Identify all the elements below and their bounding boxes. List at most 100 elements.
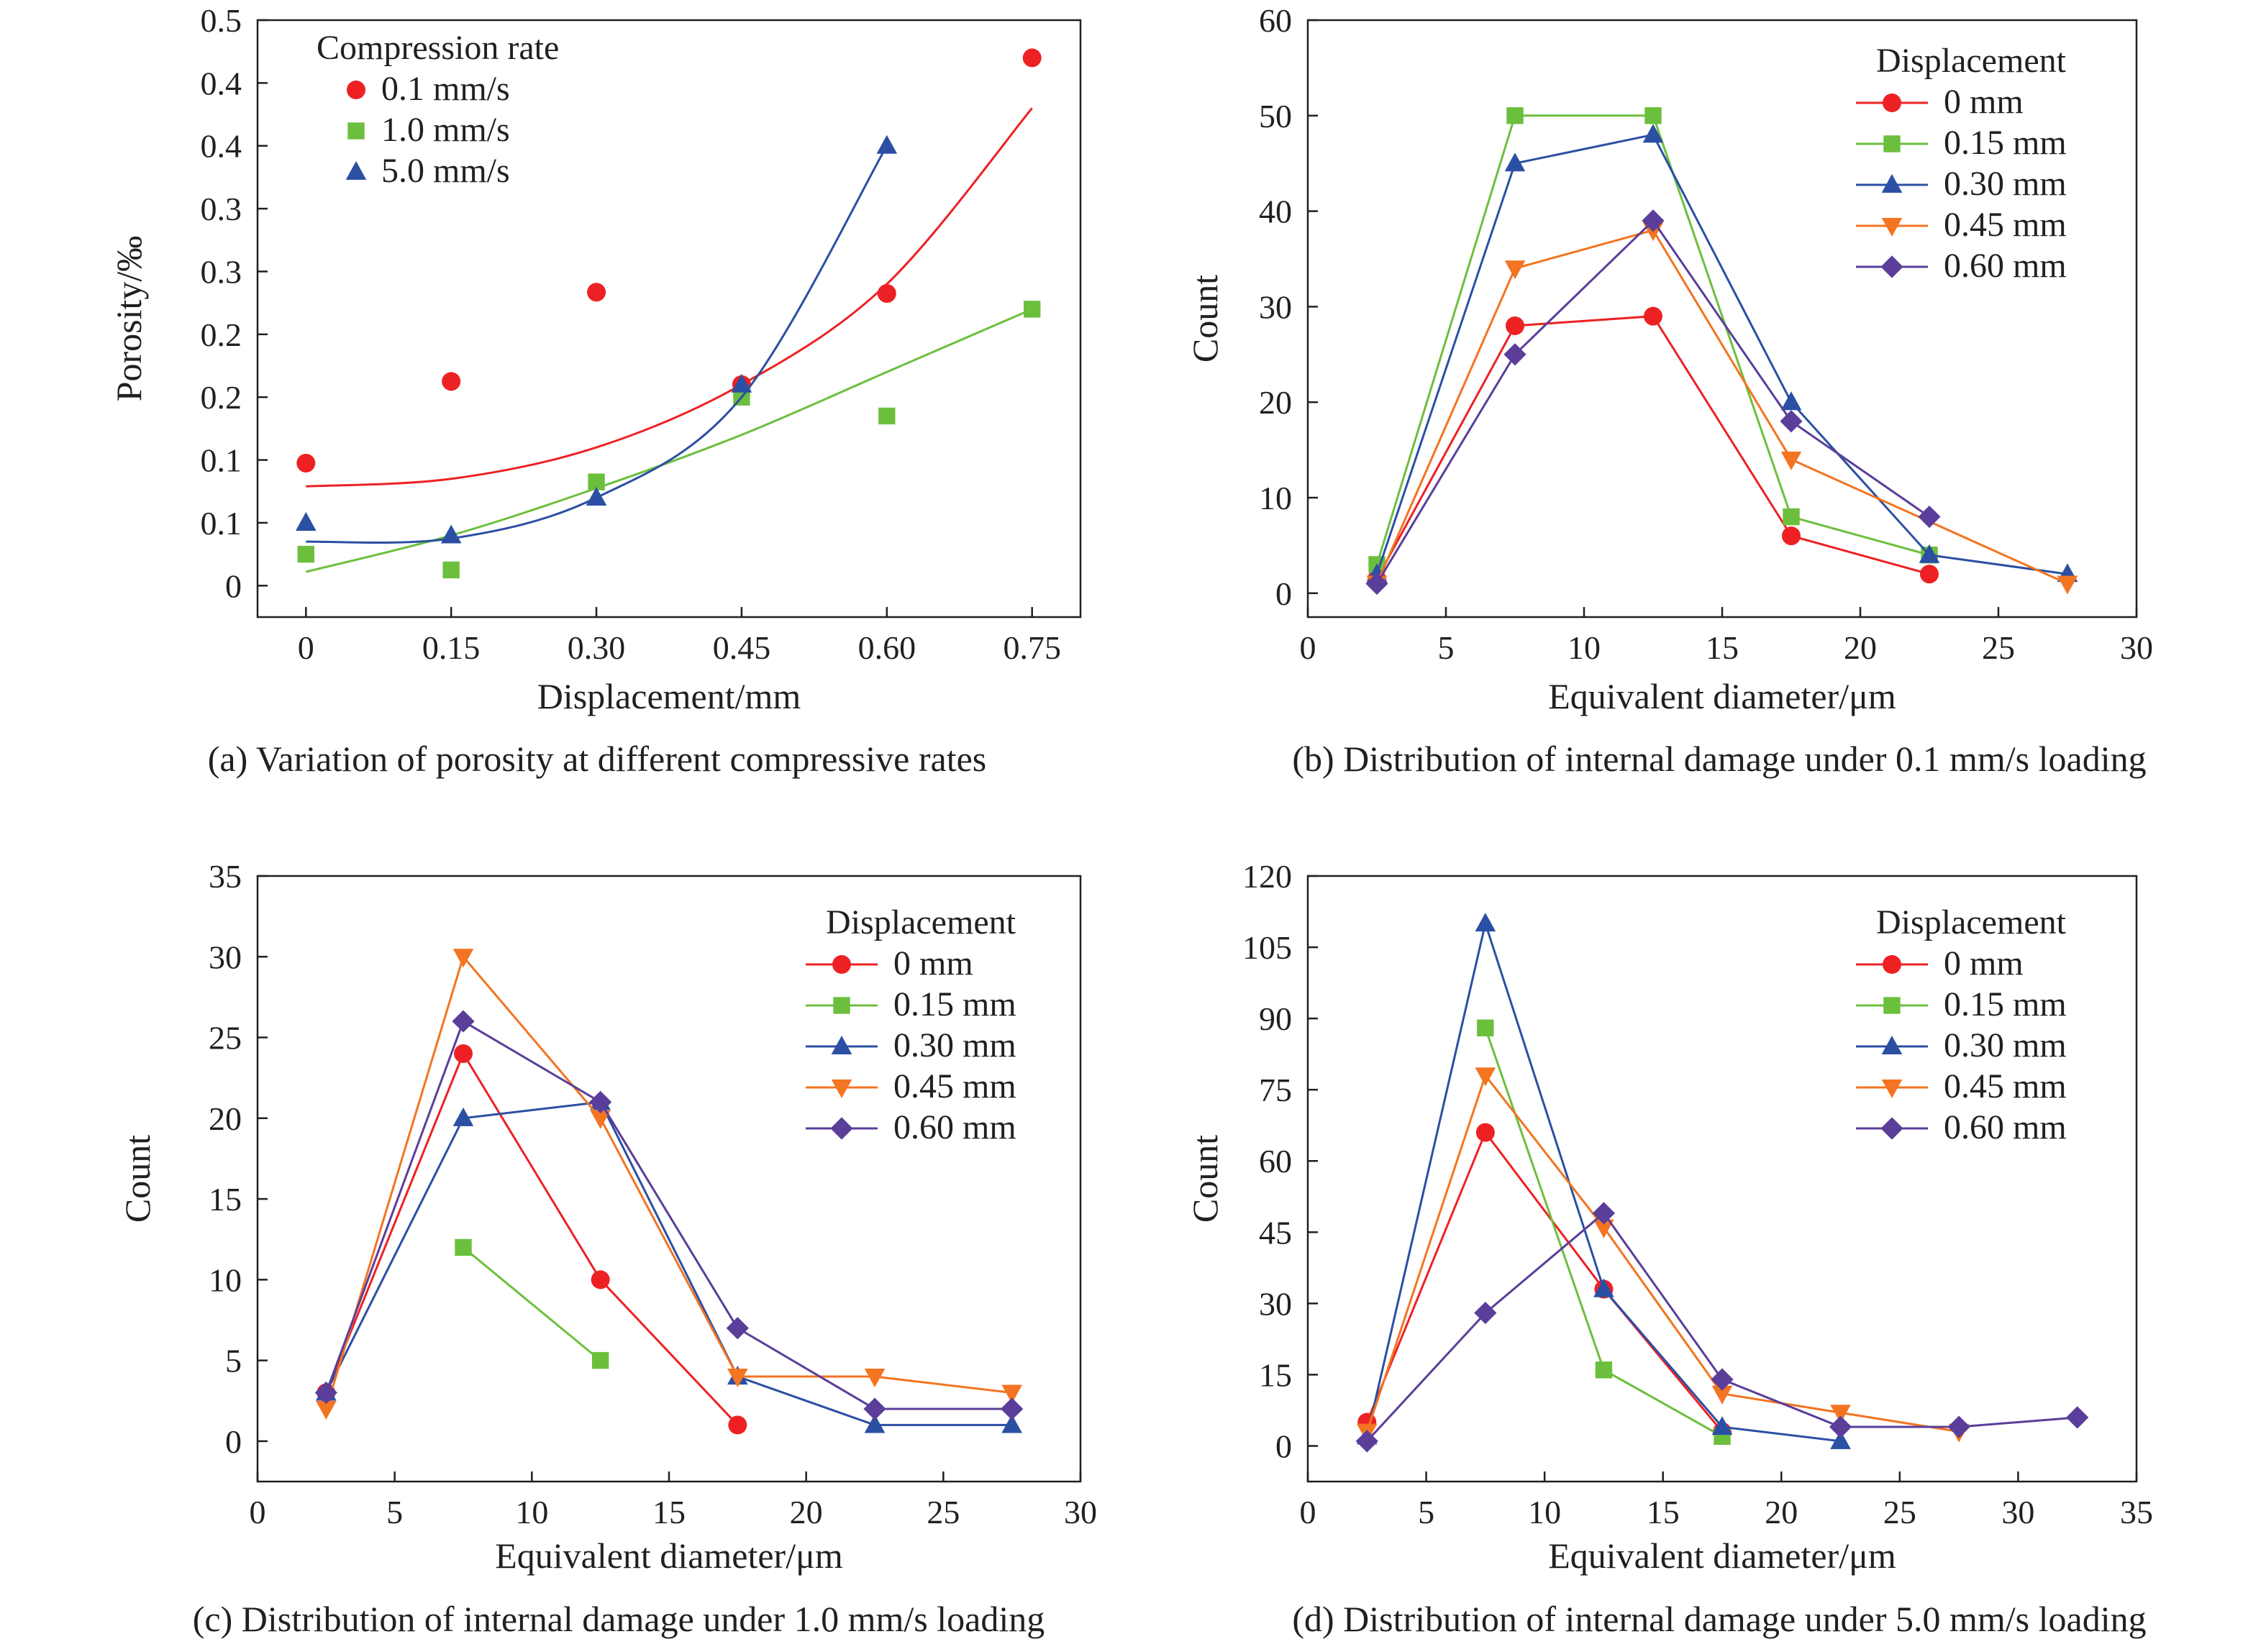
x-tick-label: 0 [1300,1494,1316,1530]
data-point [1711,1416,1733,1436]
data-point [1947,1415,1970,1438]
legend-marker [833,997,850,1014]
y-tick-label: 0.4 [201,65,242,101]
legend-marker [831,1079,852,1098]
y-tick-label: 45 [1259,1214,1292,1251]
y-tick-label: 75 [1259,1072,1292,1108]
data-point [1001,1414,1022,1433]
data-point [1506,107,1524,124]
data-point [590,1110,611,1129]
panel-caption: (d) Distribution of internal damage unde… [1292,1599,2146,1639]
y-tick-label: 0.1 [201,442,242,479]
y-tick-label: 90 [1259,1000,1292,1037]
series-0-mm [1368,306,1939,588]
data-point [1001,1384,1022,1404]
legend-title: Displacement [1876,42,2067,80]
legend-label: 0.60 mm [893,1108,1016,1146]
data-point [864,1369,886,1388]
legend-label: 0.45 mm [1944,1067,2067,1105]
legend-marker [1880,1117,1903,1140]
legend-marker [831,1036,852,1055]
x-tick-label: 20 [1844,629,1877,666]
data-point [452,1107,474,1126]
legend-label: 0.15 mm [1944,985,2067,1023]
y-tick-label: 0 [225,1423,242,1460]
data-point [863,1397,886,1420]
series-0-45-mm [1356,1067,1970,1443]
data-point [2057,575,2078,595]
legend-marker [1881,174,1903,193]
panel-caption: (c) Distribution of internal damage unde… [193,1599,1045,1639]
data-point [452,949,474,968]
legend-marker [1880,255,1903,278]
legend-label: 0.60 mm [1944,247,2067,285]
legend-title: Displacement [826,903,1016,941]
y-axis-label: Count [117,1135,158,1223]
data-point [877,284,896,304]
legend-label: 0.1 mm/s [381,70,510,108]
data-point [442,372,461,391]
y-tick-label: 0.2 [201,379,242,416]
y-tick-label: 30 [1259,1285,1292,1322]
data-point [1595,1361,1613,1379]
legend-label: 0.30 mm [1944,1026,2067,1064]
y-tick-label: 0.2 [201,316,242,353]
y-tick-label: 30 [1259,288,1292,325]
legend-marker [347,81,365,99]
x-tick-label: 10 [1528,1494,1561,1530]
panel-caption: (b) Distribution of internal damage unde… [1292,739,2146,779]
legend-label: 0 mm [893,944,973,982]
series-5-0-mm-s [295,134,898,544]
x-tick-label: 5 [1418,1494,1434,1530]
x-tick-label: 0 [1300,629,1316,666]
legend-label: 0 mm [1944,944,2024,982]
series-0-mm [317,1044,747,1435]
y-axis-label: Count [1185,1135,1225,1223]
data-point [1475,913,1496,932]
data-point [1644,306,1662,326]
y-tick-label: 40 [1259,193,1292,230]
data-point [1504,152,1526,172]
data-point [1780,451,1802,470]
data-point [1642,209,1665,232]
legend-label: 0.60 mm [1944,1108,2067,1146]
data-point [726,1317,749,1340]
series-0-45-mm [316,949,1022,1420]
x-tick-label: 0.30 [568,629,626,666]
data-point [1920,565,1939,584]
legend-marker [1883,955,1901,974]
series-1-0-mm-s [297,301,1041,579]
x-tick-label: 0.15 [422,629,481,666]
data-point [588,473,605,490]
data-point [731,373,752,393]
data-point [1711,1385,1733,1405]
series-0-1-mm-s [296,48,1042,488]
series-line [324,1051,739,1426]
x-tick-label: 0.45 [713,629,771,666]
x-axis-label: Equivalent diameter/μm [495,1535,843,1576]
series-line [463,1246,601,1361]
x-axis-label: Displacement/mm [537,676,801,716]
y-tick-label: 50 [1259,98,1292,134]
data-point [1782,526,1801,546]
data-point [316,1400,337,1420]
data-point [1644,107,1662,124]
data-point [1474,1301,1497,1325]
legend-marker [345,161,367,181]
data-point [728,1415,747,1435]
data-point [727,1369,748,1388]
data-point [1365,572,1388,595]
data-point [2066,1406,2089,1429]
y-axis-label: Count [1185,275,1225,362]
legend-label: 0.45 mm [893,1067,1016,1105]
data-point [864,1414,886,1433]
legend-marker [347,122,365,140]
legend-label: 0.15 mm [1944,124,2067,162]
x-tick-label: 0.75 [1003,629,1061,666]
x-tick-label: 0.60 [858,629,916,666]
legend-marker [830,1117,853,1140]
x-tick-label: 20 [1765,1494,1798,1530]
x-tick-label: 30 [1064,1494,1097,1530]
series-0-60-mm [1365,209,1941,595]
